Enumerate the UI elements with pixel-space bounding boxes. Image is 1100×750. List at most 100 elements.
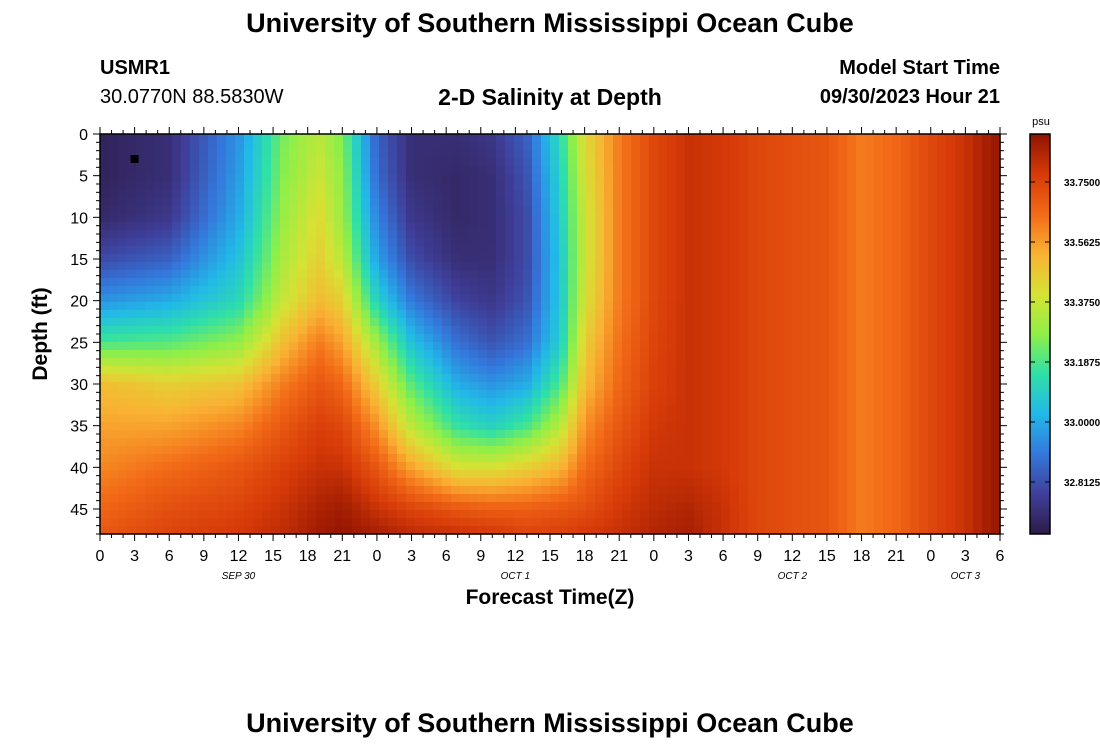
heatmap-cell [667,310,677,319]
heatmap-cell [622,422,632,431]
heatmap-cell [226,206,236,215]
heatmap-cell [514,478,524,487]
heatmap-cell [622,334,632,343]
heatmap-cell [235,462,245,471]
heatmap-cell [694,374,704,383]
heatmap-cell [829,438,839,447]
heatmap-cell [280,302,290,311]
heatmap-cell [424,222,434,231]
heatmap-cell [226,286,236,295]
heatmap-cell [433,310,443,319]
heatmap-cell [127,262,137,271]
heatmap-cell [937,294,947,303]
heatmap-cell [766,454,776,463]
heatmap-cell [316,390,326,399]
heatmap-cell [208,262,218,271]
heatmap-cell [901,390,911,399]
heatmap-cell [379,270,389,279]
heatmap-cell [397,510,407,519]
heatmap-cell [694,142,704,151]
heatmap-cell [487,190,497,199]
heatmap-cell [352,158,362,167]
heatmap-cell [802,382,812,391]
heatmap-cell [253,398,263,407]
heatmap-cell [442,222,452,231]
heatmap-cell [559,230,569,239]
heatmap-cell [217,374,227,383]
heatmap-cell [730,502,740,511]
heatmap-cell [361,238,371,247]
heatmap-cell [658,158,668,167]
heatmap-cell [982,494,992,503]
heatmap-cell [586,150,596,159]
heatmap-cell [505,358,515,367]
heatmap-cell [874,238,884,247]
heatmap-cell [748,190,758,199]
heatmap-cell [118,310,128,319]
heatmap-cell [487,462,497,471]
heatmap-cell [496,446,506,455]
heatmap-cell [208,414,218,423]
heatmap-cell [658,430,668,439]
heatmap-cell [847,190,857,199]
heatmap-cell [379,214,389,223]
heatmap-cell [154,414,164,423]
heatmap-cell [937,510,947,519]
heatmap-cell [325,302,335,311]
heatmap-cell [289,214,299,223]
heatmap-cell [550,510,560,519]
heatmap-cell [280,262,290,271]
heatmap-cell [226,238,236,247]
heatmap-cell [982,134,992,143]
heatmap-cell [361,358,371,367]
heatmap-cell [631,318,641,327]
heatmap-cell [424,310,434,319]
heatmap-cell [874,518,884,527]
heatmap-cell [361,262,371,271]
heatmap-cell [775,286,785,295]
heatmap-cell [451,230,461,239]
heatmap-cell [901,526,911,535]
heatmap-cell [802,190,812,199]
heatmap-cell [442,206,452,215]
heatmap-cell [883,438,893,447]
heatmap-cell [946,270,956,279]
heatmap-cell [865,430,875,439]
heatmap-cell [631,222,641,231]
model-start-label: Model Start Time [839,57,1000,79]
heatmap-cell [937,190,947,199]
heatmap-cell [496,342,506,351]
heatmap-cell [964,222,974,231]
heatmap-cell [325,382,335,391]
heatmap-cell [478,150,488,159]
heatmap-cell [235,198,245,207]
heatmap-cell [838,406,848,415]
heatmap-cell [784,462,794,471]
heatmap-cell [424,406,434,415]
heatmap-cell [235,190,245,199]
heatmap-cell [424,262,434,271]
heatmap-cell [775,214,785,223]
heatmap-cell [811,478,821,487]
heatmap-cell [289,406,299,415]
heatmap-cell [235,286,245,295]
heatmap-cell [559,278,569,287]
heatmap-cell [433,470,443,479]
heatmap-cell [631,414,641,423]
heatmap-cell [478,214,488,223]
heatmap-cell [478,294,488,303]
heatmap-cell [127,478,137,487]
heatmap-cell [217,310,227,319]
heatmap-cell [721,286,731,295]
heatmap-cell [298,374,308,383]
heatmap-cell [721,134,731,143]
heatmap-cell [568,286,578,295]
heatmap-cell [334,326,344,335]
heatmap-cell [118,486,128,495]
heatmap-cell [775,238,785,247]
heatmap-cell [811,294,821,303]
heatmap-cell [163,238,173,247]
heatmap-cell [946,206,956,215]
heatmap-cell [622,262,632,271]
heatmap-cell [640,358,650,367]
